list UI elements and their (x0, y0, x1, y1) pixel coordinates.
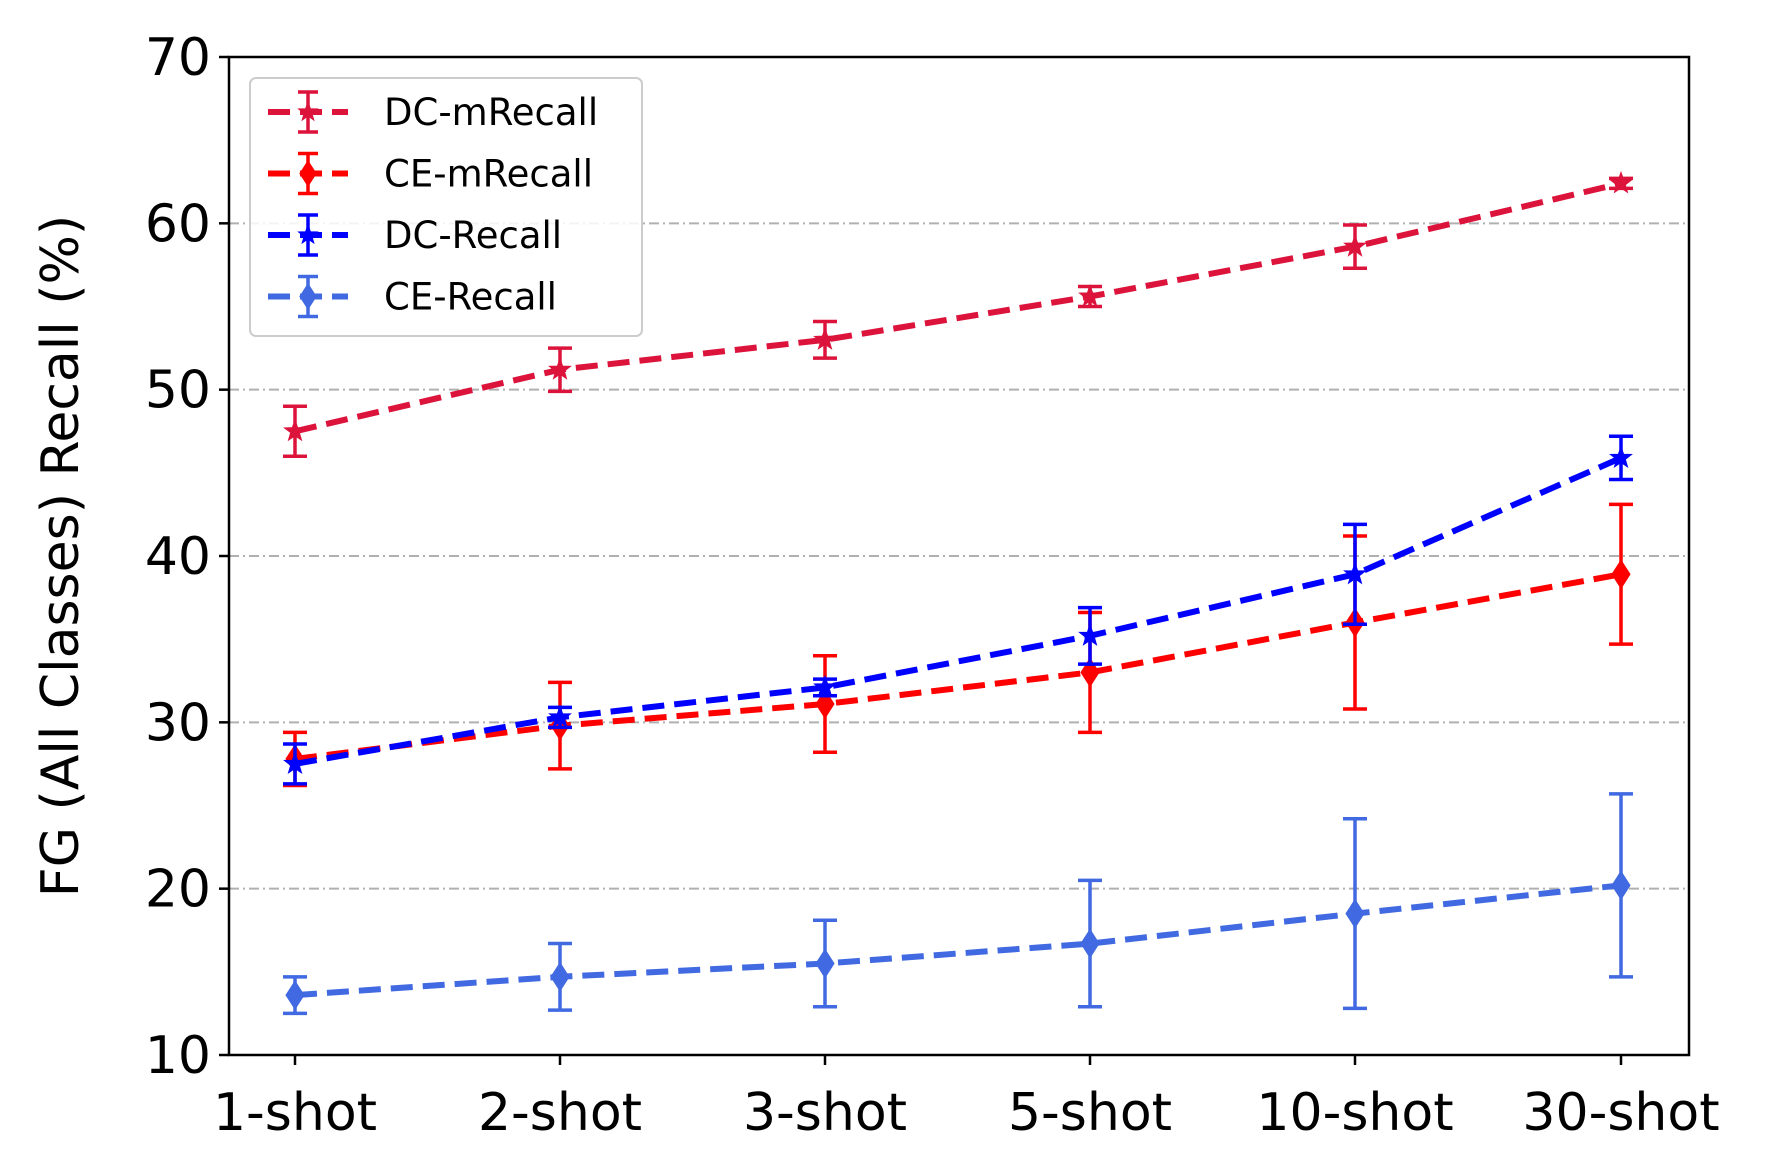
axes-group: 10 20 30 40 50 60 70 1-shot 2-shot 3-shot 5-shot 10… (145, 28, 1720, 1143)
legend-label: CE-mRecall (384, 153, 593, 196)
series-CE-Recall (283, 792, 1633, 1016)
data-point (1343, 234, 1367, 257)
data-point (813, 327, 837, 350)
data-point (1078, 283, 1102, 307)
x-tick-label: 30-shot (1522, 1083, 1719, 1143)
data-point (815, 948, 835, 979)
series-DC-mRecall (283, 170, 1633, 458)
data-point (1080, 928, 1100, 959)
y-tick-label: 10 (145, 1026, 211, 1086)
y-tick-label: 40 (145, 527, 211, 587)
y-axis-label: FG (All Classes) Recall (%) (31, 215, 91, 897)
legend: DC-mRecall CE-mRecall DC-Recall CE-Recall (249, 77, 643, 337)
data-point (813, 674, 837, 698)
data-point (1343, 561, 1367, 585)
x-tick-label: 1-shot (213, 1083, 377, 1143)
series-DC-Recall (283, 434, 1633, 786)
series-line (294, 455, 1623, 767)
legend-item-CE-mRecall: CE-mRecall (268, 151, 593, 196)
data-point (1611, 559, 1631, 590)
legend-label: CE-Recall (384, 276, 557, 319)
data-point (285, 980, 305, 1011)
series-CE-mRecall (283, 502, 1633, 788)
legend-marker (297, 223, 319, 245)
legend-label: DC-mRecall (384, 91, 598, 134)
data-point (283, 418, 307, 442)
series-line (294, 882, 1622, 999)
data-point (1345, 898, 1365, 929)
x-tick-label: 5-shot (1008, 1083, 1172, 1143)
data-point (1609, 170, 1633, 194)
series-line (294, 180, 1622, 435)
data-point (283, 751, 307, 774)
data-point (548, 704, 572, 728)
data-point (550, 961, 570, 992)
data-point (1609, 445, 1633, 468)
grid-lines (229, 222, 1689, 890)
legend-box (249, 77, 643, 337)
series-group (283, 170, 1633, 1016)
data-point (548, 357, 572, 380)
legend-item-DC-mRecall: DC-mRecall (268, 90, 598, 134)
x-tick-label: 2-shot (478, 1083, 642, 1143)
legend-label: DC-Recall (384, 214, 562, 257)
legend-marker (299, 159, 317, 188)
x-tick-label: 3-shot (743, 1083, 907, 1143)
y-tick-label: 70 (145, 28, 211, 88)
y-tick-label: 20 (145, 860, 211, 920)
data-point (1078, 623, 1102, 646)
y-tick-label: 50 (145, 361, 211, 421)
legend-item-CE-Recall: CE-Recall (268, 274, 557, 319)
y-tick-label: 30 (145, 693, 211, 753)
data-point (1611, 870, 1631, 901)
legend-marker (297, 100, 319, 122)
y-tick-label: 60 (145, 194, 211, 254)
legend-item-DC-Recall: DC-Recall (268, 213, 562, 257)
legend-marker (299, 282, 317, 311)
x-tick-label: 10-shot (1256, 1083, 1453, 1143)
